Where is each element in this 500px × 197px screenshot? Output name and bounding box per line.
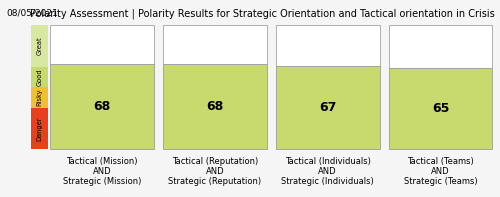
Bar [388,25,492,68]
Text: Tactical (Mission)
AND
Strategic (Mission): Tactical (Mission) AND Strategic (Missio… [63,157,141,186]
Bar [163,25,267,64]
Bar [50,25,154,64]
Bar [50,64,154,149]
Bar [276,66,380,149]
Bar [31,108,48,149]
Bar [31,25,48,67]
Text: Great: Great [36,36,42,55]
Text: Tactical (Reputation)
AND
Strategic (Reputation): Tactical (Reputation) AND Strategic (Rep… [168,157,262,186]
Text: Danger: Danger [36,116,42,140]
Text: Tactical (Individuals)
AND
Strategic (Individuals): Tactical (Individuals) AND Strategic (In… [282,157,374,186]
Text: Good: Good [36,68,42,85]
Text: 65: 65 [432,102,449,115]
Bar [31,87,48,108]
Text: Polarity Assessment | Polarity Results for Strategic Orientation and Tactical or: Polarity Assessment | Polarity Results f… [30,8,495,19]
Bar [276,25,380,66]
Text: 08/05/2021: 08/05/2021 [6,9,58,18]
Bar [388,68,492,149]
Text: 68: 68 [94,100,110,113]
Text: Risky: Risky [36,88,42,106]
Text: Tactical (Teams)
AND
Strategic (Teams): Tactical (Teams) AND Strategic (Teams) [404,157,477,186]
Bar [31,67,48,87]
Text: 68: 68 [206,100,224,113]
Text: 67: 67 [319,101,336,114]
Bar [163,64,267,149]
